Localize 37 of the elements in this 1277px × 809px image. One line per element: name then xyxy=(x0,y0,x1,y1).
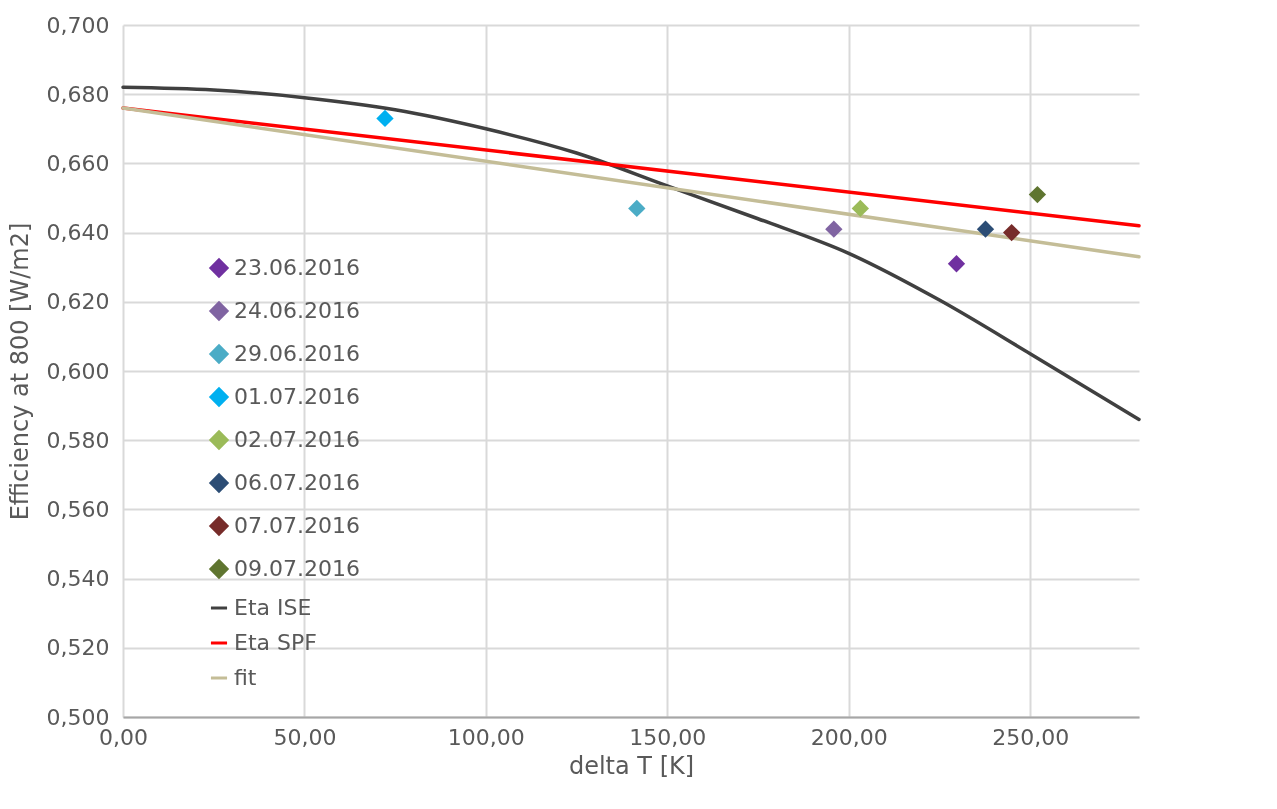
y-tick-label: 0,520 xyxy=(46,635,110,661)
y-tick-label: 0,620 xyxy=(46,289,110,315)
legend-label: fit xyxy=(234,665,257,690)
x-tick-label: 100,00 xyxy=(447,724,525,750)
y-tick-label: 0,600 xyxy=(46,358,110,384)
legend-label: Eta ISE xyxy=(234,595,312,620)
y-tick-label: 0,560 xyxy=(46,496,110,522)
y-tick-label: 0,660 xyxy=(46,150,110,176)
legend-label: 07.07.2016 xyxy=(234,513,360,538)
legend-label: 02.07.2016 xyxy=(234,427,360,452)
point xyxy=(628,199,646,218)
point xyxy=(851,199,869,218)
y-tick-label: 0,540 xyxy=(46,566,110,592)
x-tick-label: 50,00 xyxy=(273,724,337,750)
y-tick-label: 0,700 xyxy=(46,12,110,38)
point xyxy=(825,220,843,238)
x-tick-label: 200,00 xyxy=(810,724,888,750)
legend-label: 01.07.2016 xyxy=(234,384,360,409)
line-series xyxy=(121,85,1141,422)
point xyxy=(1002,223,1021,242)
y-axis-title: Efficiency at 800 [W/m2] xyxy=(5,222,34,521)
y-tick-label: 0,680 xyxy=(46,81,110,107)
x-axis-title: delta T [K] xyxy=(568,751,695,780)
x-tick-label: 250,00 xyxy=(992,724,1070,750)
y-tick-label: 0,580 xyxy=(46,427,110,453)
point xyxy=(976,220,995,238)
point xyxy=(1028,185,1047,204)
legend-label: 24.06.2016 xyxy=(234,298,360,323)
legend-label: 29.06.2016 xyxy=(234,341,360,366)
legend-label: 06.07.2016 xyxy=(234,470,360,495)
legend-label: 23.06.2016 xyxy=(234,255,360,280)
point xyxy=(947,255,966,273)
point xyxy=(376,109,394,128)
legend-label: Eta SPF xyxy=(234,630,317,655)
x-tick-label: 150,00 xyxy=(629,724,707,750)
legend-label: 09.07.2016 xyxy=(234,556,360,581)
y-tick-label: 0,640 xyxy=(46,220,110,246)
